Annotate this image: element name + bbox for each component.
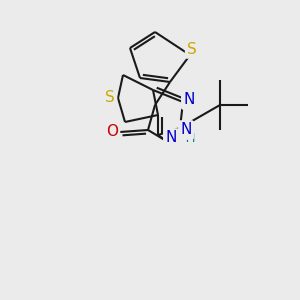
Text: –H: –H [180,131,196,145]
Text: N: N [180,122,192,137]
Text: N: N [183,92,195,107]
Text: O: O [106,124,118,140]
Text: S: S [105,91,115,106]
Text: N: N [165,130,177,146]
Text: S: S [187,41,197,56]
